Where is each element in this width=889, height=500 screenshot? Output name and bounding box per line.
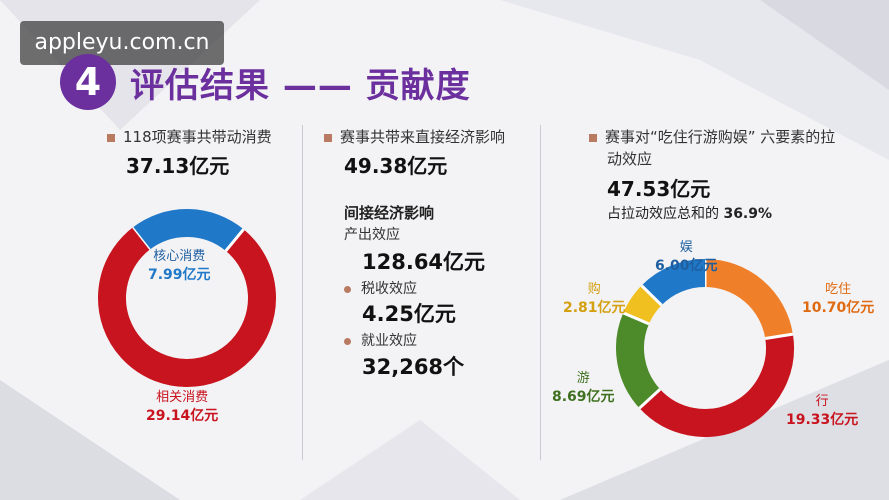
segment-label-chizhu: 吃住 10.70亿元 [802,278,874,317]
segment-label-gou: 购 2.81亿元 [563,278,626,317]
donut-segment-yu [641,259,706,306]
col2-output-value: 128.64亿元 [362,250,486,274]
donut-separator [765,332,794,340]
donut-segment-gou [623,285,662,325]
donut-separator [622,311,650,326]
col3-total: 47.53亿元 [607,177,711,201]
column-divider-1 [302,125,303,460]
col3-label-row: 赛事对“吃住行游购娱” 六要素的拉 [589,126,835,147]
segment-value-xing: 19.33亿元 [786,412,859,428]
segment-label-yu: 娱 6.00亿元 [655,236,718,275]
segment-value-related: 29.14亿元 [146,408,219,424]
segment-label-xing: 行 19.33亿元 [786,390,858,429]
segment-name-xing: 行 [815,394,829,409]
donut-segment-core [132,209,244,252]
bullet-dot-icon [344,285,351,293]
col1-label: 118项赛事共带动消费 [123,128,272,146]
donut-chart-six-elements [616,259,794,437]
col2-tax-label-row: 税收效应 [344,278,417,298]
segment-label-core: 核心消费 7.99亿元 [148,245,211,284]
col2-tax-label: 税收效应 [361,281,417,297]
col2-indirect-label: 间接经济影响 [344,204,435,222]
col1-label-row: 118项赛事共带动消费 [107,126,272,147]
segment-name-chizhu: 吃住 [825,282,852,297]
section-number-badge: 4 [60,54,116,110]
col2-job-label: 就业效应 [361,333,417,349]
col3-share-prefix: 占拉动效应总和的 [607,206,719,222]
col3-share: 占拉动效应总和的 36.9% [607,203,772,223]
col1-total: 37.13亿元 [126,154,230,178]
segment-label-you: 游 8.69亿元 [552,367,615,406]
col2-direct-value: 49.38亿元 [344,154,448,178]
col2-direct-label-row: 赛事共带来直接经济影响 [324,126,505,147]
segment-label-related: 相关消费 29.14亿元 [146,386,218,425]
segment-name-core: 核心消费 [153,249,206,264]
donut-segment-related [98,227,276,387]
watermark: appleyu.com.cn [20,21,224,65]
donut-separator [640,284,663,307]
donut-segment-you [616,312,661,409]
col2-job-label-row: 就业效应 [344,330,417,350]
col2-output-label: 产出效应 [344,227,400,243]
segment-value-you: 8.69亿元 [552,389,615,405]
col3-label-line2: 动效应 [607,150,653,168]
page-title: 评估结果 —— 贡献度 [130,66,471,106]
donut-chart-consumption [98,209,276,387]
column-divider-2 [540,125,541,460]
bullet-icon [589,133,597,142]
bullet-icon [107,133,115,142]
donut-segment-chizhu [704,259,793,340]
segment-value-gou: 2.81亿元 [563,300,626,316]
segment-value-chizhu: 10.70亿元 [802,300,875,316]
segment-name-yu: 娱 [679,240,693,255]
col2-tax-value: 4.25亿元 [362,302,456,326]
bullet-icon [324,133,332,142]
segment-name-related: 相关消费 [156,390,209,405]
segment-value-core: 7.99亿元 [148,267,211,283]
col3-share-value: 36.9% [723,206,773,222]
donut-segment-xing [639,334,794,437]
segment-name-you: 游 [576,371,590,386]
col3-label-line1: 赛事对“吃住行游购娱” 六要素的拉 [605,128,836,146]
bullet-dot-icon [344,337,351,345]
donut-separator [224,228,245,252]
segment-name-gou: 购 [587,282,601,297]
donut-separator [638,388,662,410]
col2-direct-label: 赛事共带来直接经济影响 [340,128,506,146]
col2-job-value: 32,268个 [362,355,465,379]
segment-value-yu: 6.00亿元 [655,258,718,274]
